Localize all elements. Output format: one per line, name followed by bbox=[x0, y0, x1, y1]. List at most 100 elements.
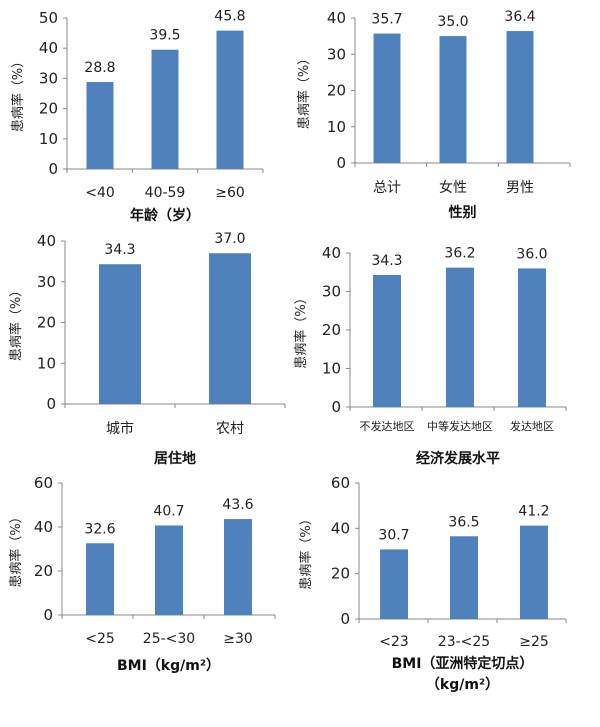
bar bbox=[86, 82, 114, 169]
bar bbox=[520, 525, 548, 619]
y-tick-label: 30 bbox=[322, 283, 341, 301]
y-axis-label: 患病率（%） bbox=[293, 291, 309, 368]
x-axis-label: 性别 bbox=[449, 204, 477, 221]
data-label: 37.0 bbox=[214, 231, 245, 247]
bar bbox=[380, 549, 408, 619]
y-axis-label: 患病率（%） bbox=[298, 512, 314, 589]
y-tick-label: 0 bbox=[48, 160, 58, 178]
x-tick-label: ≥25 bbox=[519, 634, 549, 650]
data-label: 28.8 bbox=[84, 60, 115, 76]
y-tick-label: 10 bbox=[39, 130, 58, 148]
y-tick-label: 20 bbox=[327, 82, 346, 100]
y-tick-label: 20 bbox=[322, 321, 341, 339]
y-tick-label: 60 bbox=[34, 474, 53, 492]
y-tick-label: 30 bbox=[39, 69, 58, 87]
x-axis-label: 年龄（岁） bbox=[130, 207, 200, 224]
chart-panel-4: 0 10 20 30 40 34.3 不发达地区 36.2 中等发达地区 36.0 发达地区经济发展… bbox=[293, 244, 567, 467]
chart-panel-6: 0 20 40 60 30.7 <23 36.5 23-<25 41.2 ≥25 BMI（亚洲特定切… bbox=[298, 474, 567, 693]
x-axis-label: BMI（kg/m²） bbox=[117, 658, 220, 674]
x-tick-label: 总计 bbox=[373, 180, 401, 196]
data-label: 45.8 bbox=[214, 9, 245, 25]
y-tick-label: 40 bbox=[39, 39, 58, 57]
y-axis-label: 患病率（%） bbox=[8, 284, 24, 361]
data-label: 36.0 bbox=[516, 246, 547, 262]
data-label: 30.7 bbox=[378, 527, 409, 543]
bar bbox=[373, 33, 401, 164]
y-tick-label: 0 bbox=[340, 610, 350, 628]
y-tick-label: 10 bbox=[37, 354, 56, 372]
data-label: 39.5 bbox=[149, 28, 180, 44]
y-tick-label: 20 bbox=[331, 565, 350, 583]
y-tick-label: 10 bbox=[327, 118, 346, 136]
bar bbox=[446, 267, 474, 407]
x-tick-label: <23 bbox=[379, 634, 409, 650]
x-tick-label: 不发达地区 bbox=[360, 419, 415, 433]
bar bbox=[86, 543, 114, 615]
x-axis-label: BMI（亚洲特定切点） bbox=[392, 655, 534, 672]
y-axis-label: 患病率（%） bbox=[296, 52, 312, 129]
y-axis-label: 患病率（%） bbox=[10, 55, 26, 132]
y-tick-label: 0 bbox=[43, 606, 53, 624]
x-tick-label: 农村 bbox=[216, 421, 244, 437]
data-label: 34.3 bbox=[104, 242, 135, 258]
y-tick-label: 50 bbox=[39, 9, 58, 27]
x-tick-label: 城市 bbox=[106, 420, 134, 437]
x-tick-label: ≥30 bbox=[223, 631, 253, 647]
bar bbox=[518, 268, 546, 407]
data-label: 35.0 bbox=[437, 14, 468, 30]
y-axis-label: 患病率（%） bbox=[8, 510, 24, 587]
x-tick-label: ≥60 bbox=[215, 185, 245, 201]
x-tick-label: <25 bbox=[85, 631, 115, 647]
y-tick-label: 20 bbox=[39, 100, 58, 118]
data-label: 41.2 bbox=[518, 504, 549, 520]
data-label: 36.5 bbox=[448, 514, 479, 530]
x-tick-label: 发达地区 bbox=[510, 419, 554, 433]
data-label: 43.6 bbox=[222, 497, 253, 513]
bar bbox=[209, 253, 251, 404]
x-tick-label: 女性 bbox=[439, 179, 467, 196]
y-tick-label: 40 bbox=[37, 232, 56, 250]
data-label: 32.6 bbox=[84, 521, 115, 537]
y-tick-label: 30 bbox=[37, 273, 56, 291]
y-tick-label: 60 bbox=[331, 474, 350, 492]
bar bbox=[99, 264, 141, 404]
bar bbox=[224, 519, 252, 615]
x-tick-label: <40 bbox=[85, 185, 115, 201]
chart-panel-5: 0 20 40 60 32.6 <25 40.7 25-<30 43.6 ≥30BMI（kg/m²… bbox=[8, 474, 276, 674]
x-axis-label: 居住地 bbox=[154, 450, 196, 467]
bar bbox=[216, 30, 244, 169]
chart-panel-1: 0 10 20 30 40 50 28.8 <40 39.5 40-59 45.8 ≥60 年龄（岁） 患… bbox=[10, 9, 264, 224]
y-tick-label: 40 bbox=[331, 519, 350, 537]
bar bbox=[373, 274, 401, 407]
y-tick-label: 0 bbox=[46, 395, 56, 413]
data-label: 36.4 bbox=[504, 9, 535, 25]
data-label: 34.3 bbox=[371, 253, 402, 269]
y-tick-label: 30 bbox=[327, 45, 346, 63]
x-tick-label: 40-59 bbox=[145, 185, 186, 201]
y-tick-label: 0 bbox=[336, 154, 346, 172]
data-label: 36.2 bbox=[444, 246, 475, 262]
y-tick-label: 40 bbox=[327, 9, 346, 27]
x-tick-label: 男性 bbox=[506, 180, 534, 196]
x-tick-label: 25-<30 bbox=[143, 631, 195, 647]
bar bbox=[155, 525, 183, 615]
data-label: 40.7 bbox=[153, 503, 184, 519]
y-tick-label: 10 bbox=[322, 360, 341, 378]
x-axis-label: 经济发展水平 bbox=[416, 450, 500, 467]
y-tick-label: 20 bbox=[34, 562, 53, 580]
bar bbox=[439, 36, 467, 163]
bar bbox=[151, 49, 179, 169]
x-tick-label: 中等发达地区 bbox=[427, 419, 493, 433]
bar bbox=[450, 536, 478, 619]
y-tick-label: 20 bbox=[37, 314, 56, 332]
y-tick-label: 0 bbox=[331, 398, 341, 416]
y-tick-label: 40 bbox=[34, 518, 53, 536]
data-label: 35.7 bbox=[371, 12, 402, 28]
x-tick-label: 23-<25 bbox=[438, 634, 490, 650]
x-axis-label-line2: （kg/m²） bbox=[426, 677, 499, 693]
bar bbox=[506, 31, 534, 163]
y-tick-label: 40 bbox=[322, 244, 341, 262]
